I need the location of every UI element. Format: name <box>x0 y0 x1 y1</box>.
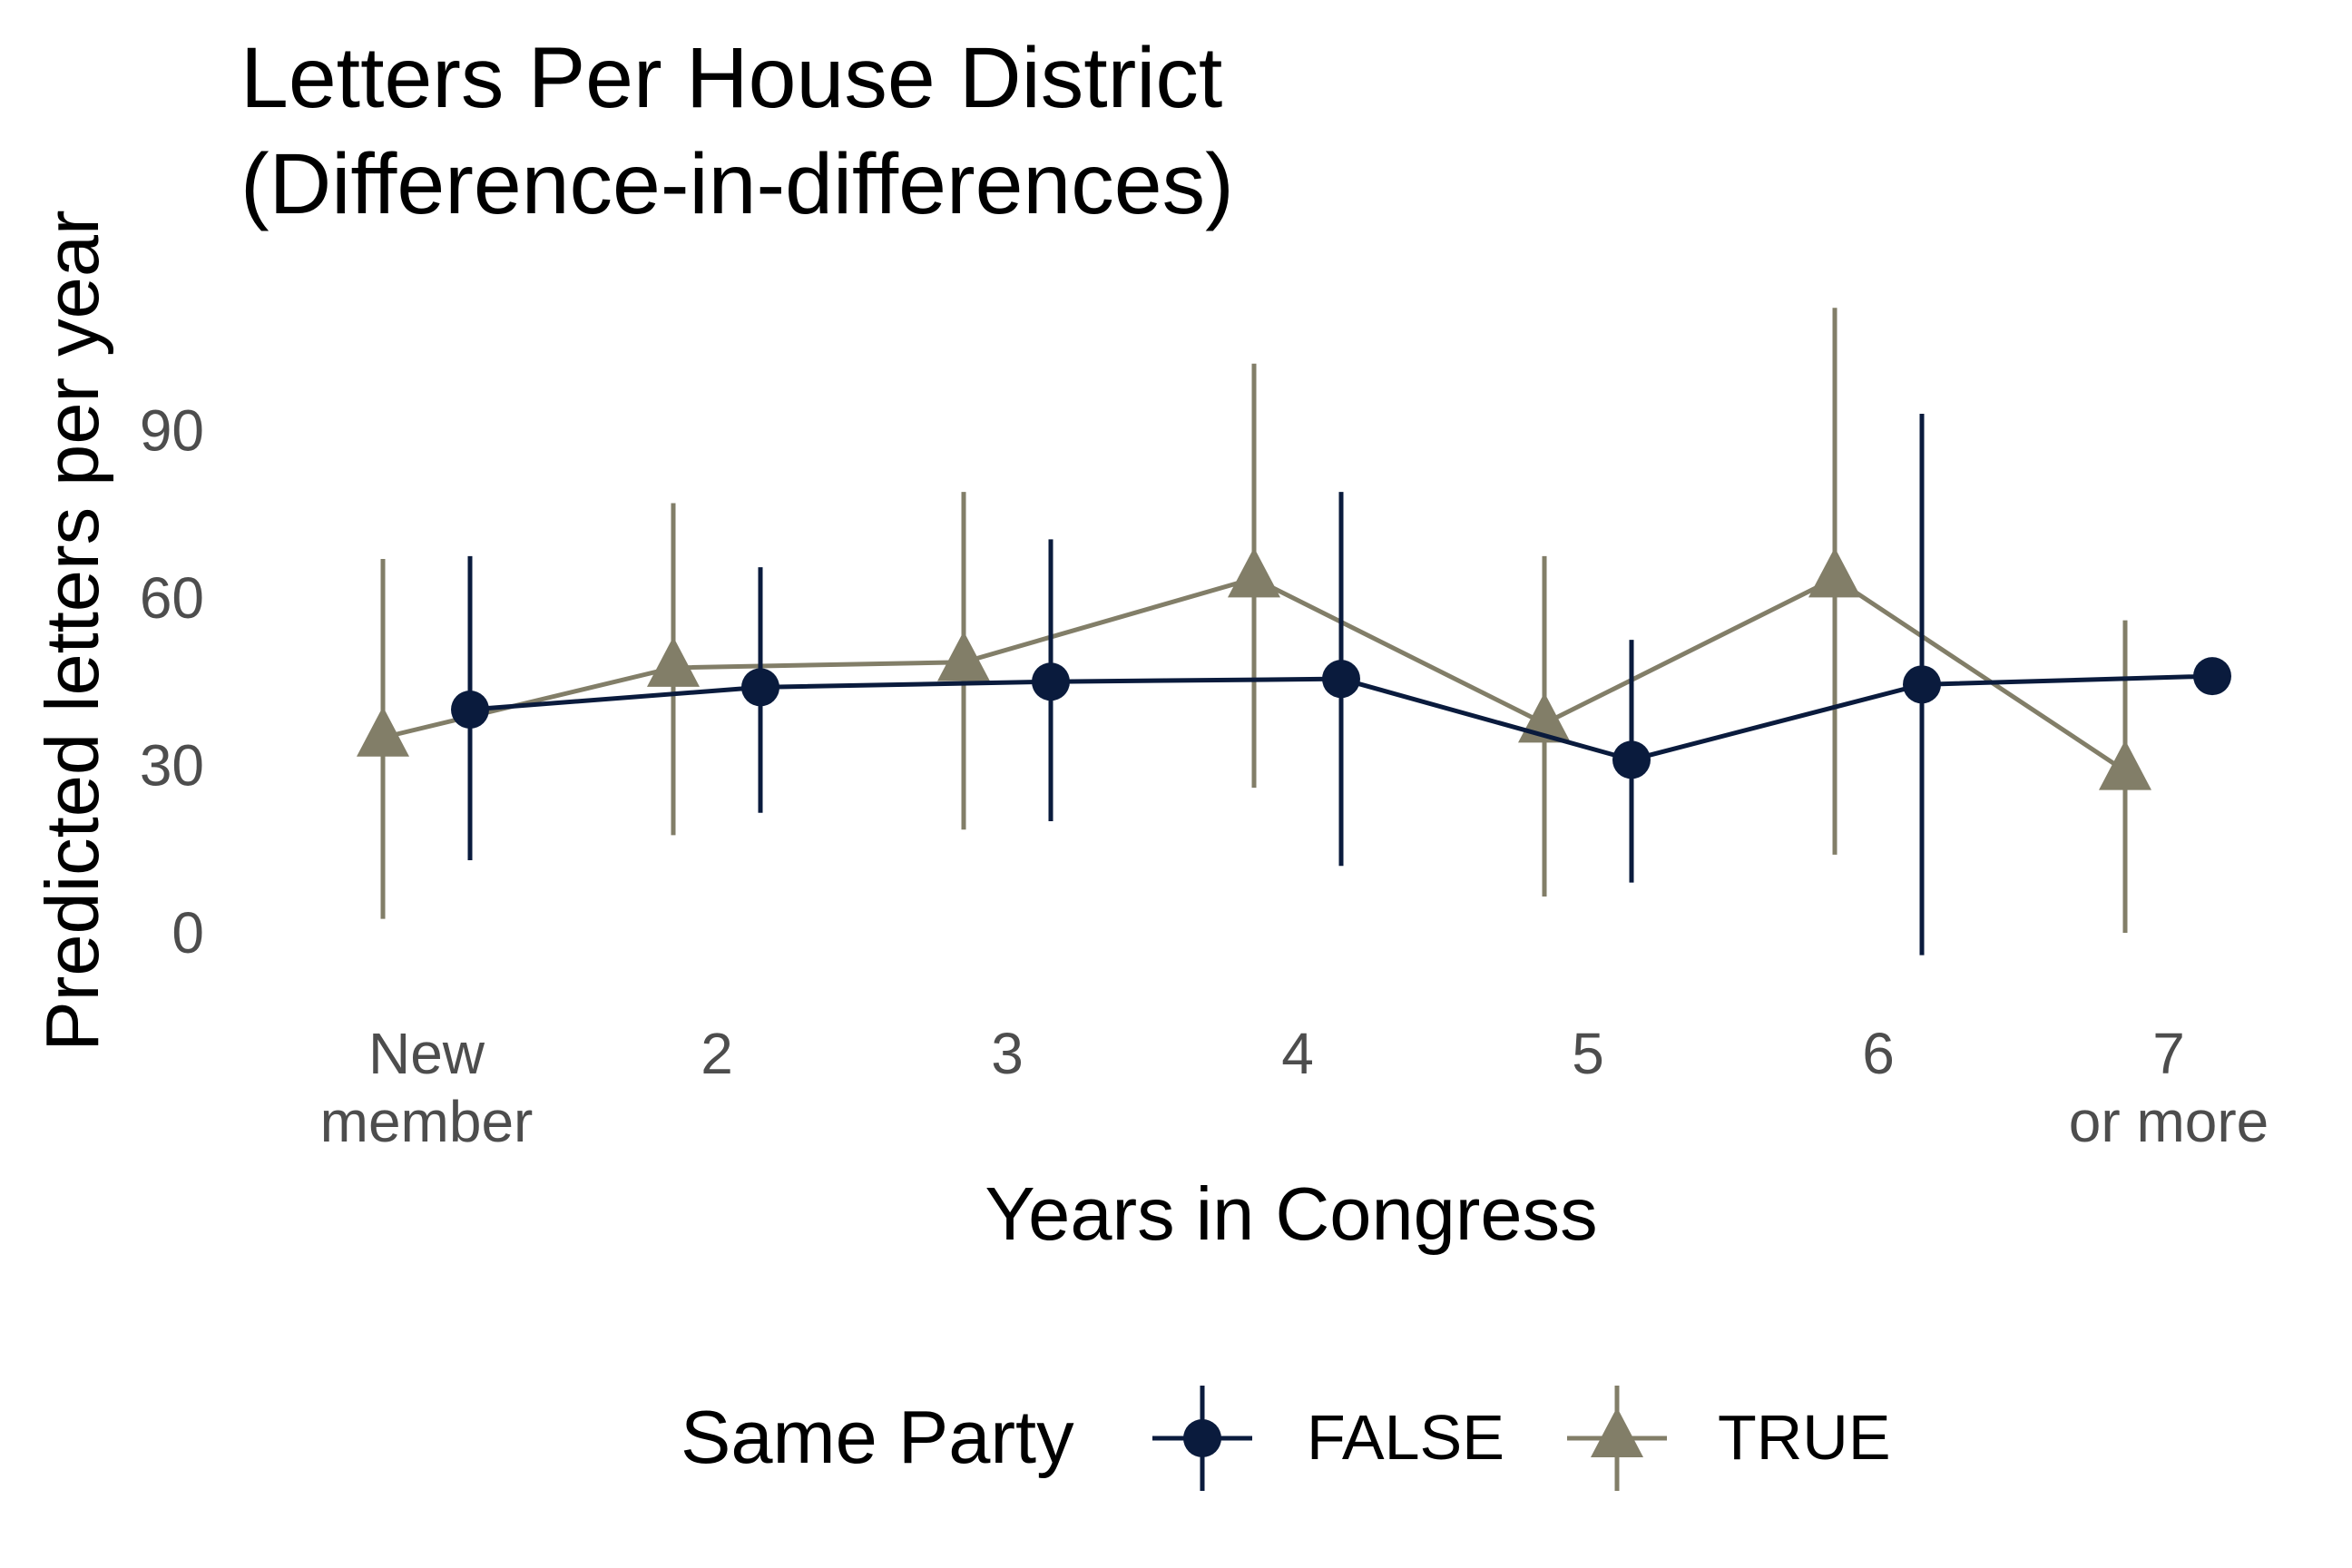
series-false-point <box>1032 662 1070 701</box>
chart-title-line-1: Letters Per House District <box>240 30 1222 126</box>
series-true-point <box>647 636 700 687</box>
y-tick-label: 90 <box>140 398 204 464</box>
series-false-point <box>1322 660 1360 699</box>
series-false-point <box>2193 657 2231 696</box>
y-tick-label: 60 <box>140 565 204 631</box>
legend-label-true: TRUE <box>1718 1402 1891 1473</box>
y-tick-label: 30 <box>140 733 204 799</box>
series-false-point <box>741 668 779 707</box>
series-true <box>357 308 2151 933</box>
chart-title-line-2: (Difference-in-differences) <box>240 136 1234 232</box>
series-false-point <box>1612 740 1651 779</box>
series-true-point <box>1808 547 1861 598</box>
x-axis-title: Years in Congress <box>985 1171 1597 1256</box>
series-false <box>451 414 2231 956</box>
x-tick-label: 5 <box>1572 1021 1604 1086</box>
y-axis-ticks: 0 30 60 90 <box>140 398 204 966</box>
x-tick-label: 4 <box>1281 1021 1314 1086</box>
legend-label-false: FALSE <box>1307 1402 1504 1473</box>
chart-title: Letters Per House District (Difference-i… <box>240 30 1234 232</box>
series-true-point <box>937 631 990 681</box>
legend-key-false-marker <box>1183 1419 1221 1457</box>
x-tick-label: 6 <box>1862 1021 1895 1086</box>
legend-key-true-marker <box>1591 1406 1643 1457</box>
series-false-point <box>451 691 489 729</box>
x-tick-label: New member <box>320 1021 534 1154</box>
x-tick-label: 7 or more <box>2069 1021 2269 1154</box>
legend-item-true: TRUE <box>1567 1386 1891 1491</box>
plot-area <box>357 308 2231 956</box>
series-true-point <box>2099 740 2151 790</box>
legend: Same Party FALSE TRUE <box>681 1386 1891 1491</box>
legend-item-false: FALSE <box>1152 1386 1504 1491</box>
x-tick-label: 2 <box>701 1021 733 1086</box>
series-false-point <box>1903 665 1941 704</box>
y-tick-label: 0 <box>172 900 204 965</box>
y-axis-title: Predicted letters per year <box>30 210 114 1051</box>
series-true-point <box>357 706 409 757</box>
series-true-point <box>1228 547 1280 598</box>
legend-title: Same Party <box>681 1395 1074 1479</box>
x-tick-label: 3 <box>991 1021 1024 1086</box>
x-axis-ticks: New member 2 3 4 5 6 7 or more <box>320 1021 2269 1154</box>
